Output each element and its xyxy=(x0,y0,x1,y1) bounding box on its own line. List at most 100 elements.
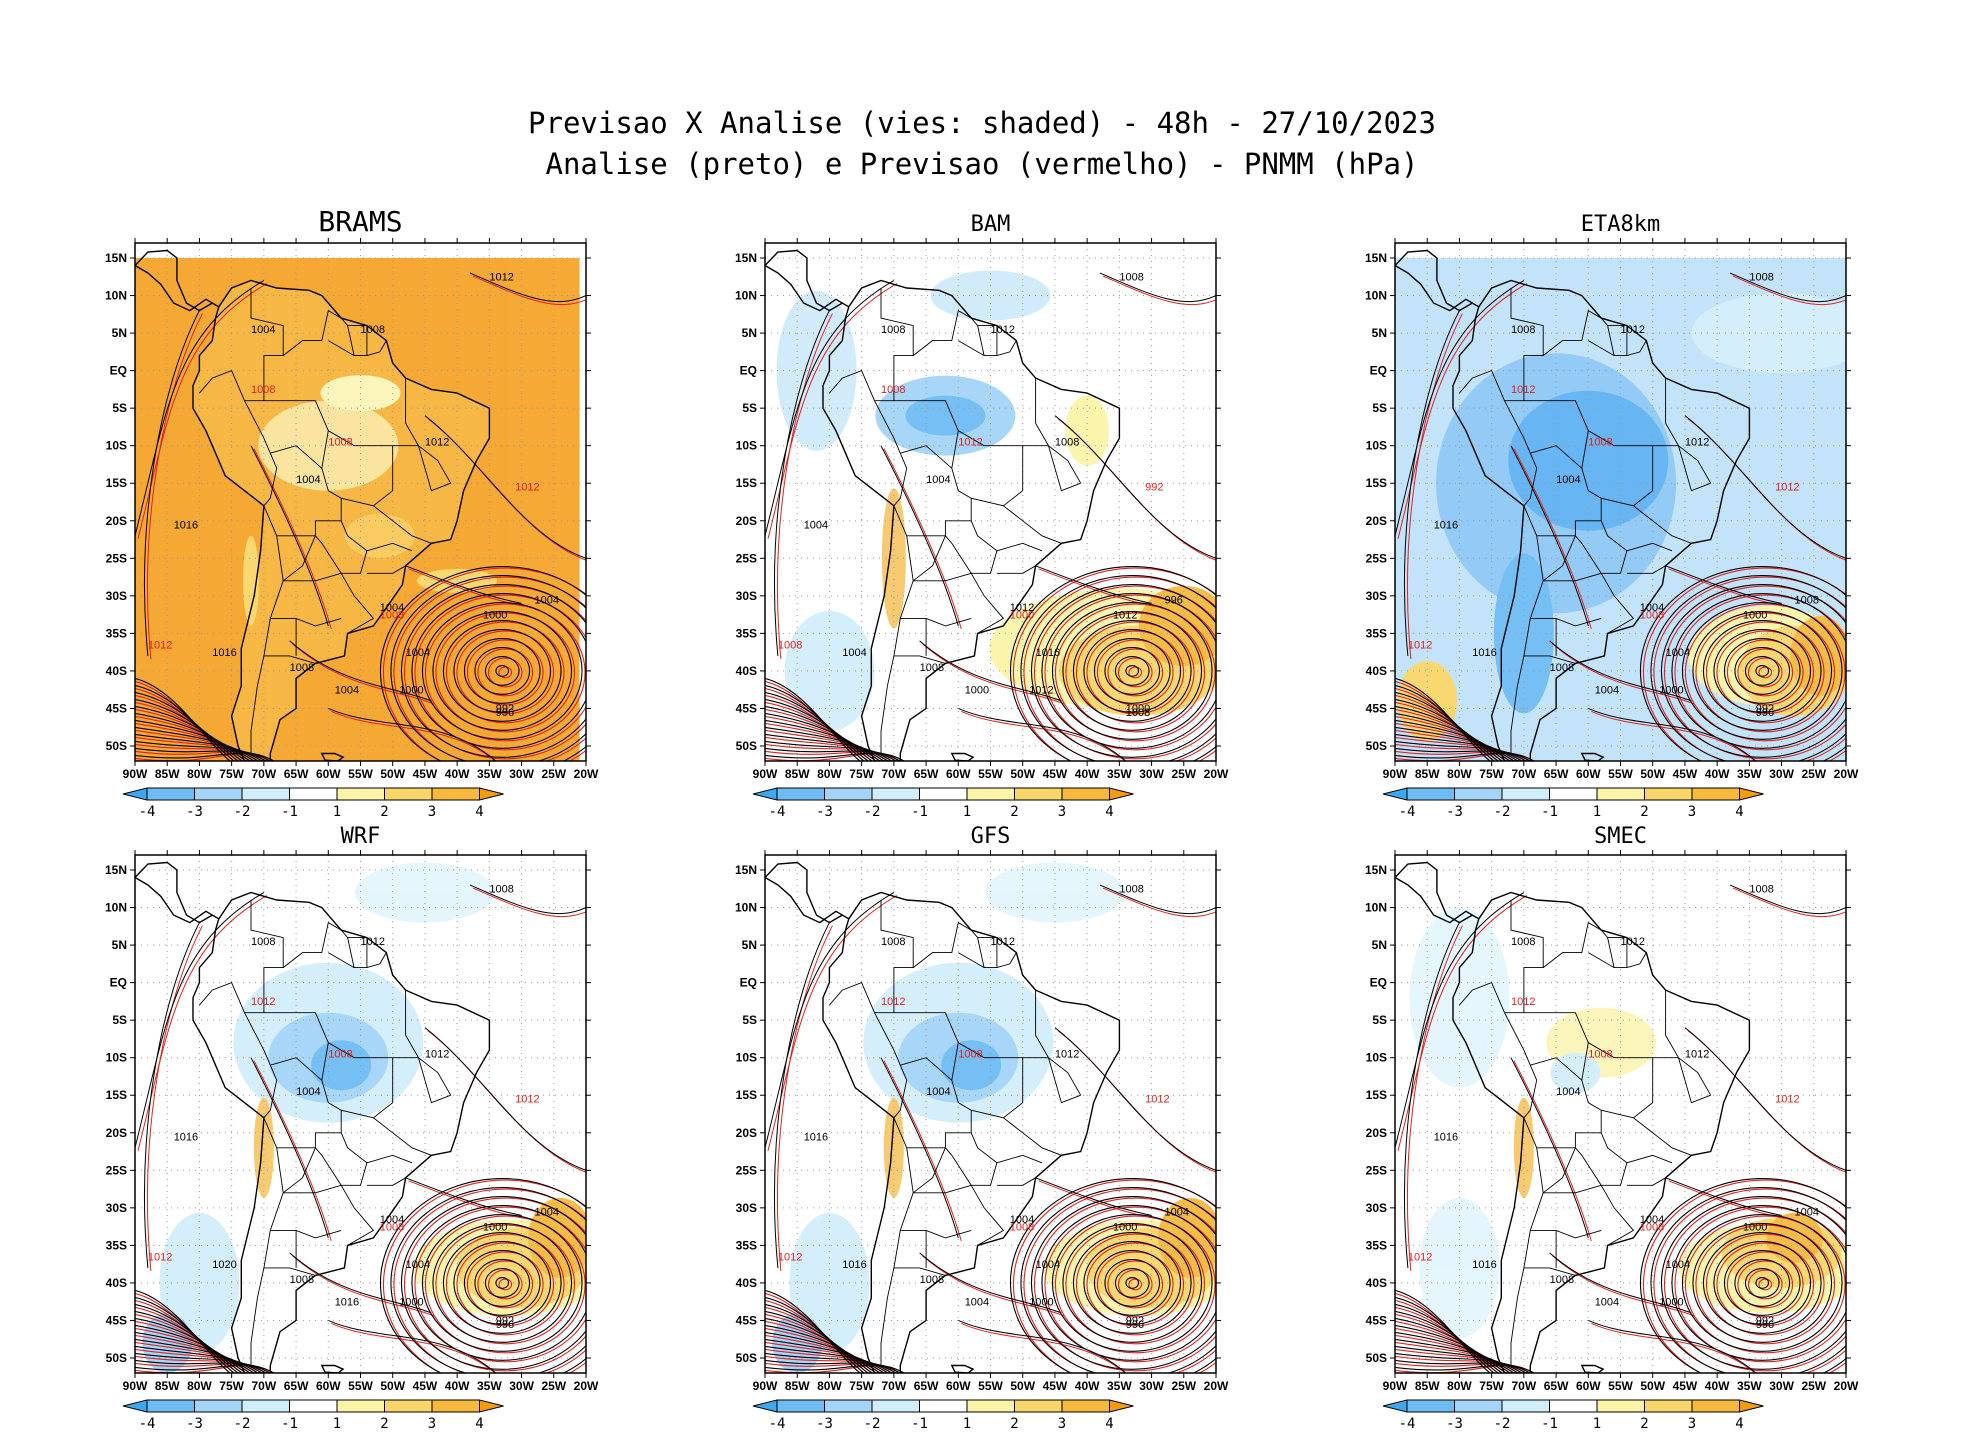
cyclone-isobars xyxy=(1012,1179,1216,1373)
isobar-label: 1004 xyxy=(1795,1206,1819,1218)
southwest-isobars xyxy=(1395,1289,1535,1373)
isobar xyxy=(1713,1240,1812,1325)
border xyxy=(1459,982,1505,1013)
isobar xyxy=(1737,1260,1794,1309)
isobar xyxy=(135,747,271,761)
lon-tick-label: 90W xyxy=(1383,1379,1408,1393)
isobar xyxy=(1128,1278,1143,1291)
lon-tick-label: 60W xyxy=(1576,767,1601,781)
colorbar-bin xyxy=(824,787,873,801)
isobar xyxy=(1044,594,1216,751)
colorbar-label: -4 xyxy=(769,804,786,820)
lat-tick-label: 30S xyxy=(736,589,757,603)
colorbar-bin xyxy=(241,1399,290,1413)
isobar xyxy=(135,1364,275,1373)
border xyxy=(1633,445,1654,507)
isobar-label: 1000 xyxy=(399,684,423,696)
isobar xyxy=(135,712,251,761)
colorbar-label: 4 xyxy=(475,804,483,820)
lat-tick-label: 35S xyxy=(106,1238,127,1252)
isobar-label: 1004 xyxy=(926,474,950,486)
isobar-label: 1008 xyxy=(380,1221,404,1233)
border xyxy=(900,617,972,627)
lon-tick-label: 20W xyxy=(1834,1379,1859,1393)
colorbar-arrow-high xyxy=(1739,1399,1764,1413)
isobar xyxy=(393,1188,586,1373)
isobar xyxy=(144,310,200,656)
colorbar-label: -4 xyxy=(139,1416,156,1432)
colorbar-label: 1 xyxy=(963,804,971,820)
colorbar-label: 3 xyxy=(428,1416,436,1432)
lat-tick-label: 15S xyxy=(106,476,127,490)
lon-tick-label: 70W xyxy=(1512,767,1537,781)
isobar xyxy=(435,1224,576,1345)
lon-tick-label: 80W xyxy=(1447,1379,1472,1393)
border xyxy=(1575,1132,1628,1186)
border xyxy=(1542,309,1602,356)
isobar xyxy=(1395,1352,1527,1373)
isobar-label: 1016 xyxy=(212,647,236,659)
isobar xyxy=(1684,1027,1846,1171)
lon-tick-label: 90W xyxy=(753,1379,778,1393)
colorbar-bin xyxy=(824,1399,873,1413)
lon-tick-label: 50W xyxy=(380,1379,405,1393)
colorbar-label: 4 xyxy=(1735,804,1743,820)
figure-title-line1: Previsao X Analise (vies: shaded) - 48h … xyxy=(528,106,1436,140)
isobar xyxy=(919,1252,1062,1314)
border xyxy=(283,572,342,582)
south-america-coast xyxy=(822,279,1121,761)
isobar xyxy=(484,1267,520,1298)
lon-tick-label: 70W xyxy=(882,1379,907,1393)
isobar xyxy=(253,448,332,630)
border xyxy=(1530,1057,1602,1149)
isobar xyxy=(442,1231,562,1334)
isobar xyxy=(765,1338,889,1373)
border xyxy=(1633,1057,1654,1119)
isobar xyxy=(1404,922,1460,1268)
lon-tick-label: 25W xyxy=(1801,1379,1826,1393)
isobar xyxy=(1009,1177,1216,1373)
isobar xyxy=(135,705,247,761)
isobar-label: 1004 xyxy=(380,602,404,614)
isobar xyxy=(137,283,268,539)
border xyxy=(913,572,972,582)
isobar xyxy=(1395,1364,1535,1373)
colorbar-label: -1 xyxy=(1541,1416,1558,1432)
isobar-labels: 1008 1012 1008 1008 1004 1012 1008 1004 1008 1012… xyxy=(778,272,1183,720)
border xyxy=(913,1184,972,1194)
isobar xyxy=(883,1060,962,1242)
isobar xyxy=(1692,1222,1833,1343)
lat-tick-label: 20S xyxy=(1366,1126,1387,1140)
isobar-label: 1004 xyxy=(251,324,275,336)
isobar xyxy=(1650,574,1846,761)
isobar-label: 1004 xyxy=(1010,1214,1034,1226)
lat-tick-label: 15S xyxy=(736,476,757,490)
isobar xyxy=(919,640,1062,702)
isobar xyxy=(1660,1195,1846,1370)
isobar xyxy=(379,565,586,761)
isobar xyxy=(1096,639,1174,706)
isobar-label: 1016 xyxy=(1434,1131,1458,1143)
isobar xyxy=(1395,892,1525,1148)
isobar-label: 1008 xyxy=(1119,884,1143,896)
isobar xyxy=(135,1331,255,1373)
south-america-coast xyxy=(1452,279,1751,761)
isobar-label: 1012 xyxy=(361,936,385,948)
isobar xyxy=(765,1359,901,1373)
isobar xyxy=(765,740,897,761)
isobar xyxy=(1395,733,1523,761)
isobar xyxy=(1671,592,1846,749)
isobar-label: 1004 xyxy=(406,1259,430,1271)
isobar xyxy=(1395,1345,1523,1373)
colorbar-label: -3 xyxy=(186,804,203,820)
isobar-label: 1012 xyxy=(1511,996,1535,1008)
border xyxy=(1588,1042,1679,1059)
lon-tick-label: 85W xyxy=(785,767,810,781)
border xyxy=(1543,1184,1602,1194)
isobar xyxy=(1020,1186,1216,1373)
border xyxy=(874,400,908,507)
isobar xyxy=(1033,585,1216,760)
lat-tick-label: 50S xyxy=(106,739,127,753)
